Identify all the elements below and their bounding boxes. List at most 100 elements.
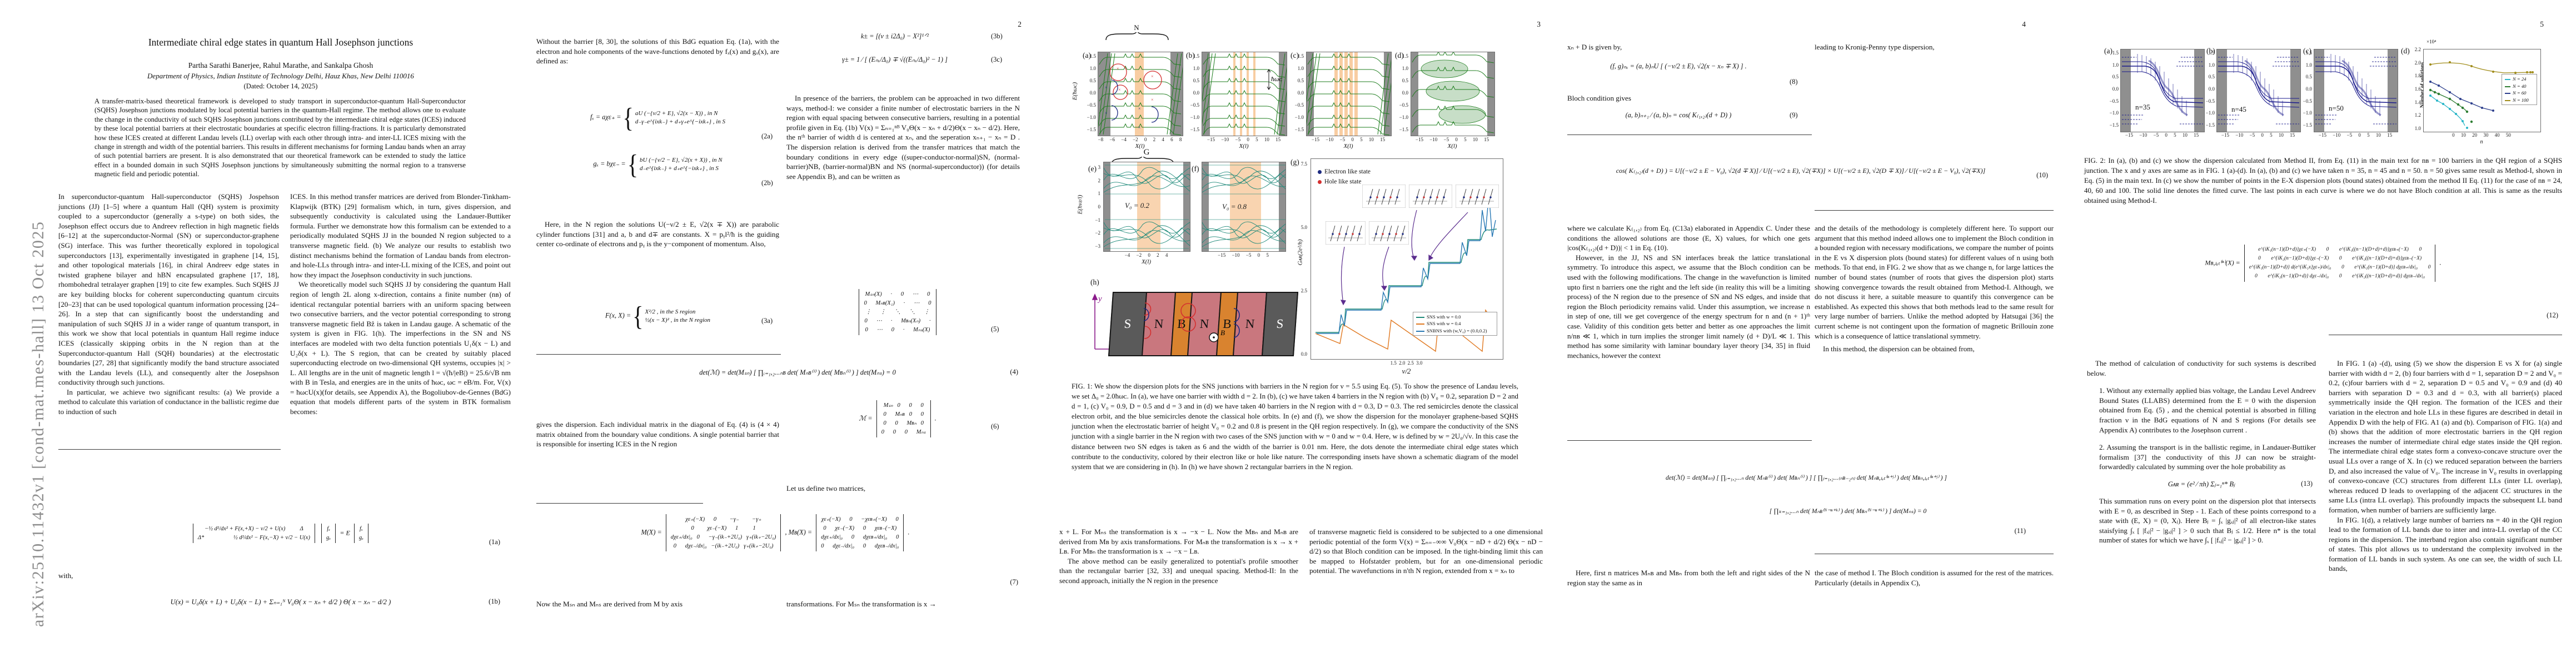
barrier-band <box>1339 52 1343 136</box>
y-axis-ticks: 1.5 1.0 0.5 0.0 −0.5 −1.0 −1.5 <box>2203 50 2215 128</box>
x-axis-ticks: −15 −10 −5 0 5 10 15 <box>2125 132 2199 138</box>
case-brace: { <box>632 300 644 332</box>
fig2d-xlabel: n <box>2480 139 2483 145</box>
y-axis-ticks: 1.5 1.0 0.5 0.0 −0.5 −1.0 −1.5 <box>1187 53 1199 132</box>
boundary-matrix: Mₛₙ(X) · 0 ⋯ 0 0 Mₙʙ(X₁) · ⋯ 0 ⋮ ⋮ ⋱ ⋱ ⋮… <box>859 289 936 335</box>
tick-label: 1.0 <box>2305 62 2312 68</box>
n-value-label: n=50 <box>2329 104 2344 112</box>
eq-body: Gᴀʀ = (e² ⁄ πh) Σⱼ₌₁ⁿ* Bⱼ <box>2168 480 2235 488</box>
x-axis-ticks: −15 −10 −5 0 5 <box>1218 252 1269 258</box>
legend-line-icon <box>2505 99 2510 101</box>
y-axis-ticks: 1.5 1.0 0.5 0.0 −0.5 −1.0 −1.5 <box>1396 53 1408 132</box>
matrix-row: χε₊(−X) 0 −γ₋ −γ₊ <box>685 516 761 522</box>
fig1-panel-b: ħωᴄ <box>1202 52 1287 136</box>
superconductor-band <box>1279 162 1285 251</box>
column-separator-rule <box>58 449 281 450</box>
tick-label: 1.5 <box>1089 53 1096 59</box>
x-axis-ticks: 0 10 20 30 40 50 <box>2452 132 2511 138</box>
inset-dispersion <box>1409 185 1452 208</box>
tick-label: −1 <box>1095 217 1100 223</box>
fig1-ylabel-E: E(ħωᴄ) <box>1072 82 1079 101</box>
x-axis-ticks: −8 −6 −4 −2 0 2 4 6 8 <box>1098 137 1182 142</box>
vector-entry: gₓ <box>358 535 364 541</box>
affiliation: Department of Physics, Indian Institute … <box>147 72 414 80</box>
equation-8: (f, g)ₙₓ = (a, b)ₙU [ (−ν/2 ± E), √2(x −… <box>1610 62 1747 70</box>
tick-label: −0.5 <box>1399 102 1408 108</box>
fig2d-legend: N = 24 N = 40 N = 60 N = 100 <box>2502 74 2537 105</box>
fig1-panel-c <box>1306 52 1392 136</box>
case-row: d₋γ₋e^{ixk₋} + d₊γ₊e^{−ixk₊} , in S <box>635 118 726 125</box>
y-axis-ticks: 1.5 1.0 0.5 0.0 −0.5 −1.0 −1.5 <box>1084 53 1096 132</box>
dispersion-curves <box>2314 53 2398 125</box>
tick-label: 0.5 <box>1089 78 1096 83</box>
tick-label: 0.0 <box>1193 90 1199 96</box>
fig1-panel-g-label: (g) <box>1291 158 1299 166</box>
eq-period: . <box>908 528 910 536</box>
eq-period: . <box>934 414 936 422</box>
equation-number: (1a) <box>489 538 500 546</box>
superconductor-band <box>2194 49 2204 132</box>
paragraph: ICES. In this method transfer matrices a… <box>290 192 511 279</box>
tick-label: 1.5 <box>2305 50 2312 56</box>
fig2-panel-c: n=50 <box>2314 49 2398 132</box>
fig2-panel-c-label: (c) <box>2303 47 2311 55</box>
barrier-band <box>1135 52 1144 136</box>
y-axis-ticks: 1.5 1.0 0.5 0.0 −0.5 −1.0 −1.5 <box>2106 50 2119 128</box>
tick-label: −1.5 <box>1399 127 1408 132</box>
fig1-panel-e-label: (e) <box>1088 165 1097 173</box>
page-number: 5 <box>2540 20 2544 28</box>
y-axis-ticks: 7.5 5.0 2.5 0.0 <box>1296 161 1307 357</box>
page-5: 5 (a) 1.5 1.0 0.5 0.0 −0.5 −1.0 −1.5 n=35 −15 … <box>2073 0 2576 667</box>
vector-entry: gₓ <box>326 535 331 541</box>
with-word: with, <box>58 571 73 580</box>
n-value-label: n=35 <box>2135 103 2150 111</box>
tick-label: −1.0 <box>1190 115 1199 120</box>
tick-label: −1.0 <box>1294 115 1304 120</box>
case-brace: { <box>627 148 639 180</box>
matrix-row: 0 e^{iK₂(n−1)(D+d)}χε₋(−X) 0 e^{iK₂((n−1… <box>2258 256 2422 261</box>
dispersion-curves: ħωᴄ <box>1202 53 1287 136</box>
tick-label: −1.0 <box>1399 115 1408 120</box>
column-left: The method of calculation of conductivit… <box>2087 359 2316 545</box>
MB-matrix: χε₊(−X) 0 −χεʙ₊(−X) 0 0 χε₋(−X) 0 χεʙ₋(−… <box>816 514 904 551</box>
equation-number: (10) <box>2036 171 2048 179</box>
matrix-row: 0 ⋯ · Mʙₙ(Xₙ) · <box>864 318 931 324</box>
hole-marker: × <box>1138 125 1141 130</box>
y-axis-ticks: 1.5 1.0 0.5 0.0 −0.5 −1.0 −1.5 <box>1292 53 1304 132</box>
equation-number: (12) <box>2547 311 2558 319</box>
dispersion-curves <box>1307 53 1391 136</box>
matrix-row: 0 χε₋(−X) 1 1 <box>691 525 756 531</box>
fig1-ylabel-graphene: E(ħvғ/l) <box>1077 195 1084 215</box>
equation-6: ℳ = Mₛₙ 0 0 0 0 Mₙʙ 0 0 0 0 Mʙₙ 0 0 0 0 … <box>786 400 1009 437</box>
y-axis-ticks: 2.2 2.0 1.8 1.6 1.4 1.2 1.0 <box>2410 47 2421 131</box>
electron-dot-icon <box>1318 170 1322 174</box>
equation-9: (a, b)ₙ₊₁ ⁄ (a, b)ₙ = cos( K₍₁,₂₎(d + D)… <box>1625 111 1732 119</box>
fig1-panel-h-label: (h) <box>1090 278 1099 286</box>
equation-3a: F(x, X) = { X²/2 , in the S region ½(x −… <box>536 300 779 332</box>
page-number: 2 <box>1018 20 1022 28</box>
page-2: 2 Without the barrier [8, 30], the solut… <box>525 0 1034 667</box>
abstract: A transfer-matrix-based theoretical fram… <box>94 97 466 178</box>
fig1-panel-a-label: (a) <box>1083 51 1091 59</box>
legend-line-icon <box>1416 330 1424 332</box>
x-axis-ticks: −15 −10 −5 0 5 10 15 <box>1311 137 1386 142</box>
tick-label: −0.5 <box>2303 98 2312 104</box>
fig1-caption: FIG. 1: We show the dispersion plots for… <box>1072 382 1518 471</box>
tick-label: 7.5 <box>1301 161 1307 167</box>
y-axis-ticks: 1.5 1.0 0.5 0.0 −0.5 −1.0 −1.5 <box>2300 50 2312 128</box>
x-axis-ticks: −15 −10 −5 0 5 10 15 <box>1415 137 1489 142</box>
list-item-2: 2. Assuming the transport is in the ball… <box>2099 443 2316 471</box>
paragraph: and the details of the methodology is co… <box>1815 224 2054 340</box>
fig2-panel-a: n=35 <box>2120 49 2205 132</box>
fig2-caption: FIG. 2: In (a), (b) and (c) we show the … <box>2084 157 2562 205</box>
electron-marker: × <box>1151 97 1154 102</box>
tick-label: −1.5 <box>2205 122 2215 128</box>
paragraph: x + L. For Mₙₛ the transformation is x →… <box>1059 527 1298 556</box>
y-axis-label: y <box>1097 295 1102 303</box>
fig1-panel-d <box>1411 52 1495 136</box>
hwc-annotation: ħωᴄ <box>1271 75 1282 83</box>
electron-marker: × <box>1151 74 1154 79</box>
paragraph: In particular, we achieve two significan… <box>58 387 279 416</box>
matrix-entry: −½ d²/dx² + F(x,+X) − ν/2 + U(x) <box>205 526 286 532</box>
matrix-row: χε₊(−X) 0 −χεʙ₊(−X) 0 <box>821 516 899 522</box>
